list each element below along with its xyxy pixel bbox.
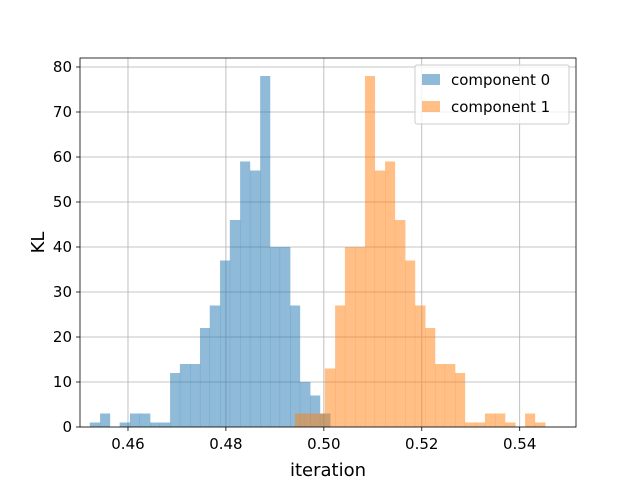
plot-frame — [79, 57, 577, 428]
histogram-bar-series-1 — [335, 305, 346, 427]
y-tick-label: 80 — [53, 58, 72, 76]
histogram-bar-series-0 — [209, 305, 221, 427]
x-tick-label: 0.46 — [111, 435, 144, 453]
histogram-bar-series-1 — [484, 413, 496, 427]
histogram-bar-series-0 — [150, 422, 161, 427]
histogram-bar-series-1 — [315, 413, 326, 427]
legend-label-component-0: component 0 — [451, 71, 550, 89]
y-tick-label: 40 — [53, 238, 72, 256]
histogram-bar-series-0 — [240, 161, 251, 427]
histogram-bar-series-1 — [394, 220, 406, 427]
y-tick-label: 0 — [62, 418, 72, 436]
histogram-bar-series-0 — [290, 305, 301, 427]
y-axis-ticks: 0 10 20 30 40 50 60 70 80 — [53, 58, 80, 436]
histogram-bar-series-0 — [179, 364, 191, 427]
histogram-bar-series-0 — [279, 247, 291, 427]
histogram-bar-series-1 — [505, 422, 516, 427]
histogram-bar-series-1 — [324, 368, 336, 427]
x-axis-ticks: 0.46 0.48 0.50 0.52 0.54 — [111, 427, 536, 453]
histogram-bar-series-0 — [220, 260, 231, 427]
legend-swatch-component-1 — [422, 101, 440, 112]
histogram-bar-series-0 — [159, 422, 171, 427]
histogram-bar-series-0 — [119, 422, 131, 427]
legend: component 0 component 1 — [414, 64, 570, 125]
y-tick-label: 10 — [53, 373, 72, 391]
histogram-bar-series-0 — [260, 76, 271, 427]
x-tick-label: 0.52 — [405, 435, 438, 453]
legend-swatch-component-0 — [422, 74, 440, 85]
histogram-bar-series-0 — [269, 247, 281, 427]
histogram-bar-series-1 — [434, 364, 446, 427]
histogram-bar-series-0 — [199, 328, 211, 427]
y-tick-label: 50 — [53, 193, 72, 211]
histogram-bar-series-1 — [385, 161, 396, 427]
histogram-bar-series-0 — [229, 220, 241, 427]
histogram-bar-series-0 — [89, 422, 101, 427]
histogram-bar-series-1 — [464, 422, 476, 427]
histogram-bar-series-1 — [304, 413, 316, 427]
histogram-bar-series-0 — [249, 170, 261, 427]
histogram-bar-series-1 — [455, 373, 466, 427]
histogram-bar-series-1 — [364, 76, 376, 427]
histogram-bar-series-0 — [100, 413, 111, 427]
histogram-bar-series-0 — [190, 364, 201, 427]
histogram-bar-series-0 — [170, 373, 181, 427]
histogram-bar-series-1 — [444, 364, 456, 427]
x-tick-label: 0.48 — [209, 435, 242, 453]
histogram-bar-series-1 — [374, 170, 386, 427]
legend-box — [414, 64, 570, 125]
x-tick-label: 0.50 — [307, 435, 340, 453]
series-0-bars — [89, 76, 331, 427]
x-tick-label: 0.54 — [503, 435, 536, 453]
histogram-bar-series-1 — [425, 328, 436, 427]
histogram-bar-series-0 — [310, 395, 321, 427]
histogram-bars — [89, 76, 546, 427]
y-axis-label: KL — [28, 232, 49, 254]
histogram-bar-series-1 — [355, 247, 366, 427]
histogram-bar-series-1 — [534, 422, 546, 427]
histogram-bar-series-1 — [294, 413, 306, 427]
histogram-bar-series-1 — [525, 413, 536, 427]
histogram-bar-series-1 — [475, 422, 486, 427]
y-tick-label: 70 — [53, 103, 72, 121]
histogram-bar-series-1 — [414, 305, 426, 427]
y-tick-label: 60 — [53, 148, 72, 166]
histogram-bar-series-1 — [495, 413, 506, 427]
histogram-bar-series-1 — [405, 260, 416, 427]
histogram-bar-series-0 — [139, 413, 151, 427]
histogram-bar-series-0 — [129, 413, 141, 427]
y-tick-label: 30 — [53, 283, 72, 301]
series-1-bars — [294, 76, 546, 427]
histogram-bar-series-1 — [344, 247, 356, 427]
y-tick-label: 20 — [53, 328, 72, 346]
histogram-bar-series-0 — [299, 382, 311, 427]
legend-label-component-1: component 1 — [451, 98, 550, 116]
x-axis-label: iteration — [290, 460, 366, 480]
